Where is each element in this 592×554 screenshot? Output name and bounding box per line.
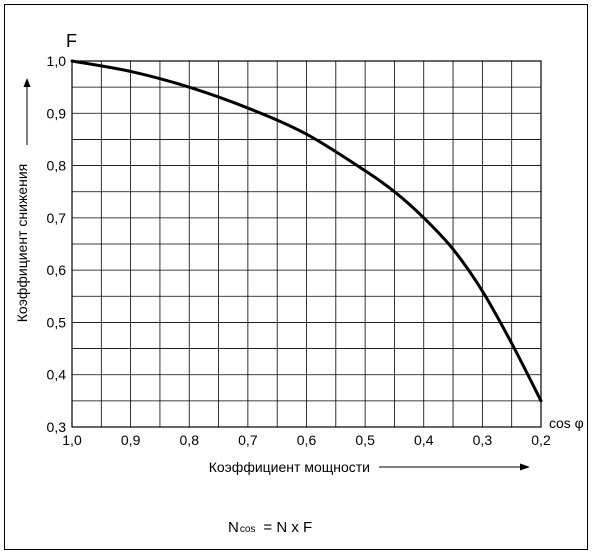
x-axis-symbol: cos φ	[549, 415, 584, 431]
formula-text: Ncos = N x F	[228, 519, 312, 536]
y-axis-symbol: F	[66, 31, 77, 51]
y-tick-label: 0,8	[47, 158, 67, 174]
y-tick-label: 0,7	[47, 210, 67, 226]
x-tick-label: 0,6	[297, 432, 317, 448]
x-axis-title: Коэффициент мощности	[209, 459, 370, 475]
y-tick-label: 0,3	[47, 419, 67, 435]
x-tick-labels: 1,0 0,9 0,8 0,7 0,6 0,5 0,4 0,3 0,2	[62, 432, 551, 448]
plot-area	[71, 60, 542, 428]
y-axis-title: Коэффициент снижения	[14, 164, 30, 322]
x-tick-label: 0,8	[180, 432, 200, 448]
x-tick-label: 0,5	[355, 432, 375, 448]
y-tick-label: 0,4	[47, 367, 67, 383]
y-axis-title-group: Коэффициент снижения	[14, 78, 31, 322]
y-tick-label: 1,0	[47, 53, 67, 69]
formula-rhs: = N x F	[263, 519, 312, 536]
x-tick-label: 0,3	[473, 432, 493, 448]
x-axis-title-group: Коэффициент мощности	[209, 459, 530, 475]
y-axis-arrow-head	[23, 78, 31, 87]
y-tick-label: 0,5	[47, 314, 67, 330]
formula: Ncos = N x F	[228, 519, 312, 536]
formula-subscript: cos	[240, 524, 256, 535]
x-tick-label: 0,2	[531, 432, 551, 448]
x-tick-label: 0,7	[238, 432, 258, 448]
formula-n: N	[228, 519, 239, 536]
y-tick-label: 0,9	[47, 105, 67, 121]
y-tick-labels: 0,3 0,4 0,5 0,6 0,7 0,8 0,9 1,0	[47, 53, 67, 435]
y-tick-label: 0,6	[47, 262, 67, 278]
series-curve	[70, 59, 543, 403]
x-tick-label: 1,0	[62, 432, 82, 448]
x-tick-label: 0,9	[121, 432, 141, 448]
x-axis-arrow-head	[520, 463, 530, 471]
x-tick-label: 0,4	[414, 432, 434, 448]
